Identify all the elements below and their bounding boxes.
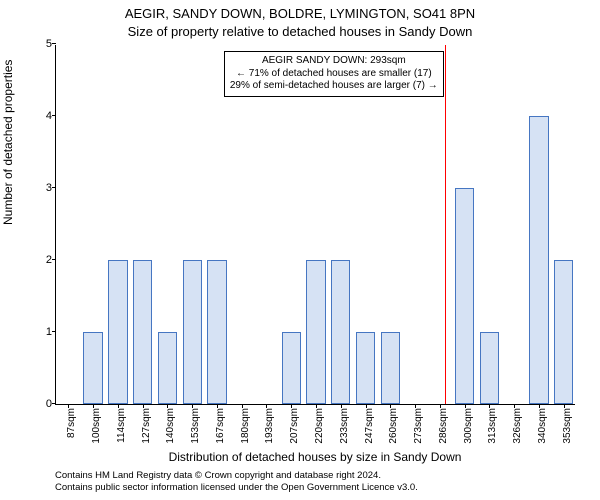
bar	[381, 332, 400, 404]
y-tick-label: 0	[32, 398, 56, 410]
bar	[108, 260, 127, 404]
chart-container: AEGIR, SANDY DOWN, BOLDRE, LYMINGTON, SO…	[0, 0, 600, 500]
plot-area: AEGIR SANDY DOWN: 293sqm ← 71% of detach…	[55, 45, 575, 405]
x-tick-label: 313sqm	[487, 408, 498, 444]
annotation-line-1: AEGIR SANDY DOWN: 293sqm	[230, 55, 438, 68]
y-tick-label: 5	[32, 38, 56, 50]
x-tick-label: 127sqm	[141, 408, 152, 444]
y-axis-label: Number of detached properties	[1, 60, 15, 225]
x-tick-label: 233sqm	[339, 408, 350, 444]
footnote: Contains HM Land Registry data © Crown c…	[55, 470, 575, 494]
x-tick-label: 207sqm	[289, 408, 300, 444]
y-tick-mark	[52, 187, 56, 188]
x-tick-label: 286sqm	[438, 408, 449, 444]
x-tick-label: 167sqm	[215, 408, 226, 444]
y-tick-mark	[52, 43, 56, 44]
annotation-line-3: 29% of semi-detached houses are larger (…	[230, 80, 438, 93]
x-axis-label: Distribution of detached houses by size …	[55, 450, 575, 464]
x-tick-label: 340sqm	[537, 408, 548, 444]
bar	[306, 260, 325, 404]
bar	[356, 332, 375, 404]
chart-title-1: AEGIR, SANDY DOWN, BOLDRE, LYMINGTON, SO…	[0, 6, 600, 21]
marker-line	[445, 45, 446, 404]
footnote-line-2: Contains public sector information licen…	[55, 482, 575, 494]
y-tick-label: 3	[32, 182, 56, 194]
x-tick-label: 100sqm	[91, 408, 102, 444]
x-tick-label: 260sqm	[388, 408, 399, 444]
annotation-line-2: ← 71% of detached houses are smaller (17…	[230, 68, 438, 81]
chart-title-2: Size of property relative to detached ho…	[0, 24, 600, 39]
x-tick-label: 247sqm	[364, 408, 375, 444]
bar	[480, 332, 499, 404]
x-tick-label: 300sqm	[463, 408, 474, 444]
x-tick-label: 87sqm	[66, 408, 77, 438]
y-tick-mark	[52, 331, 56, 332]
bar	[282, 332, 301, 404]
bar	[554, 260, 573, 404]
bar	[158, 332, 177, 404]
y-tick-mark	[52, 403, 56, 404]
bar	[83, 332, 102, 404]
bar	[455, 188, 474, 404]
bar	[331, 260, 350, 404]
y-tick-label: 1	[32, 326, 56, 338]
x-tick-label: 193sqm	[264, 408, 275, 444]
x-tick-label: 273sqm	[413, 408, 424, 444]
bar	[207, 260, 226, 404]
x-tick-label: 153sqm	[190, 408, 201, 444]
bar	[529, 116, 548, 404]
x-tick-label: 140sqm	[165, 408, 176, 444]
x-tick-label: 353sqm	[562, 408, 573, 444]
y-tick-mark	[52, 259, 56, 260]
bar	[183, 260, 202, 404]
x-tick-label: 220sqm	[314, 408, 325, 444]
x-tick-label: 114sqm	[116, 408, 127, 443]
marker-annotation: AEGIR SANDY DOWN: 293sqm ← 71% of detach…	[224, 51, 444, 97]
x-tick-label: 180sqm	[240, 408, 251, 444]
bar	[133, 260, 152, 404]
y-tick-label: 4	[32, 110, 56, 122]
y-tick-label: 2	[32, 254, 56, 266]
y-tick-mark	[52, 115, 56, 116]
footnote-line-1: Contains HM Land Registry data © Crown c…	[55, 470, 575, 482]
x-tick-label: 326sqm	[512, 408, 523, 444]
